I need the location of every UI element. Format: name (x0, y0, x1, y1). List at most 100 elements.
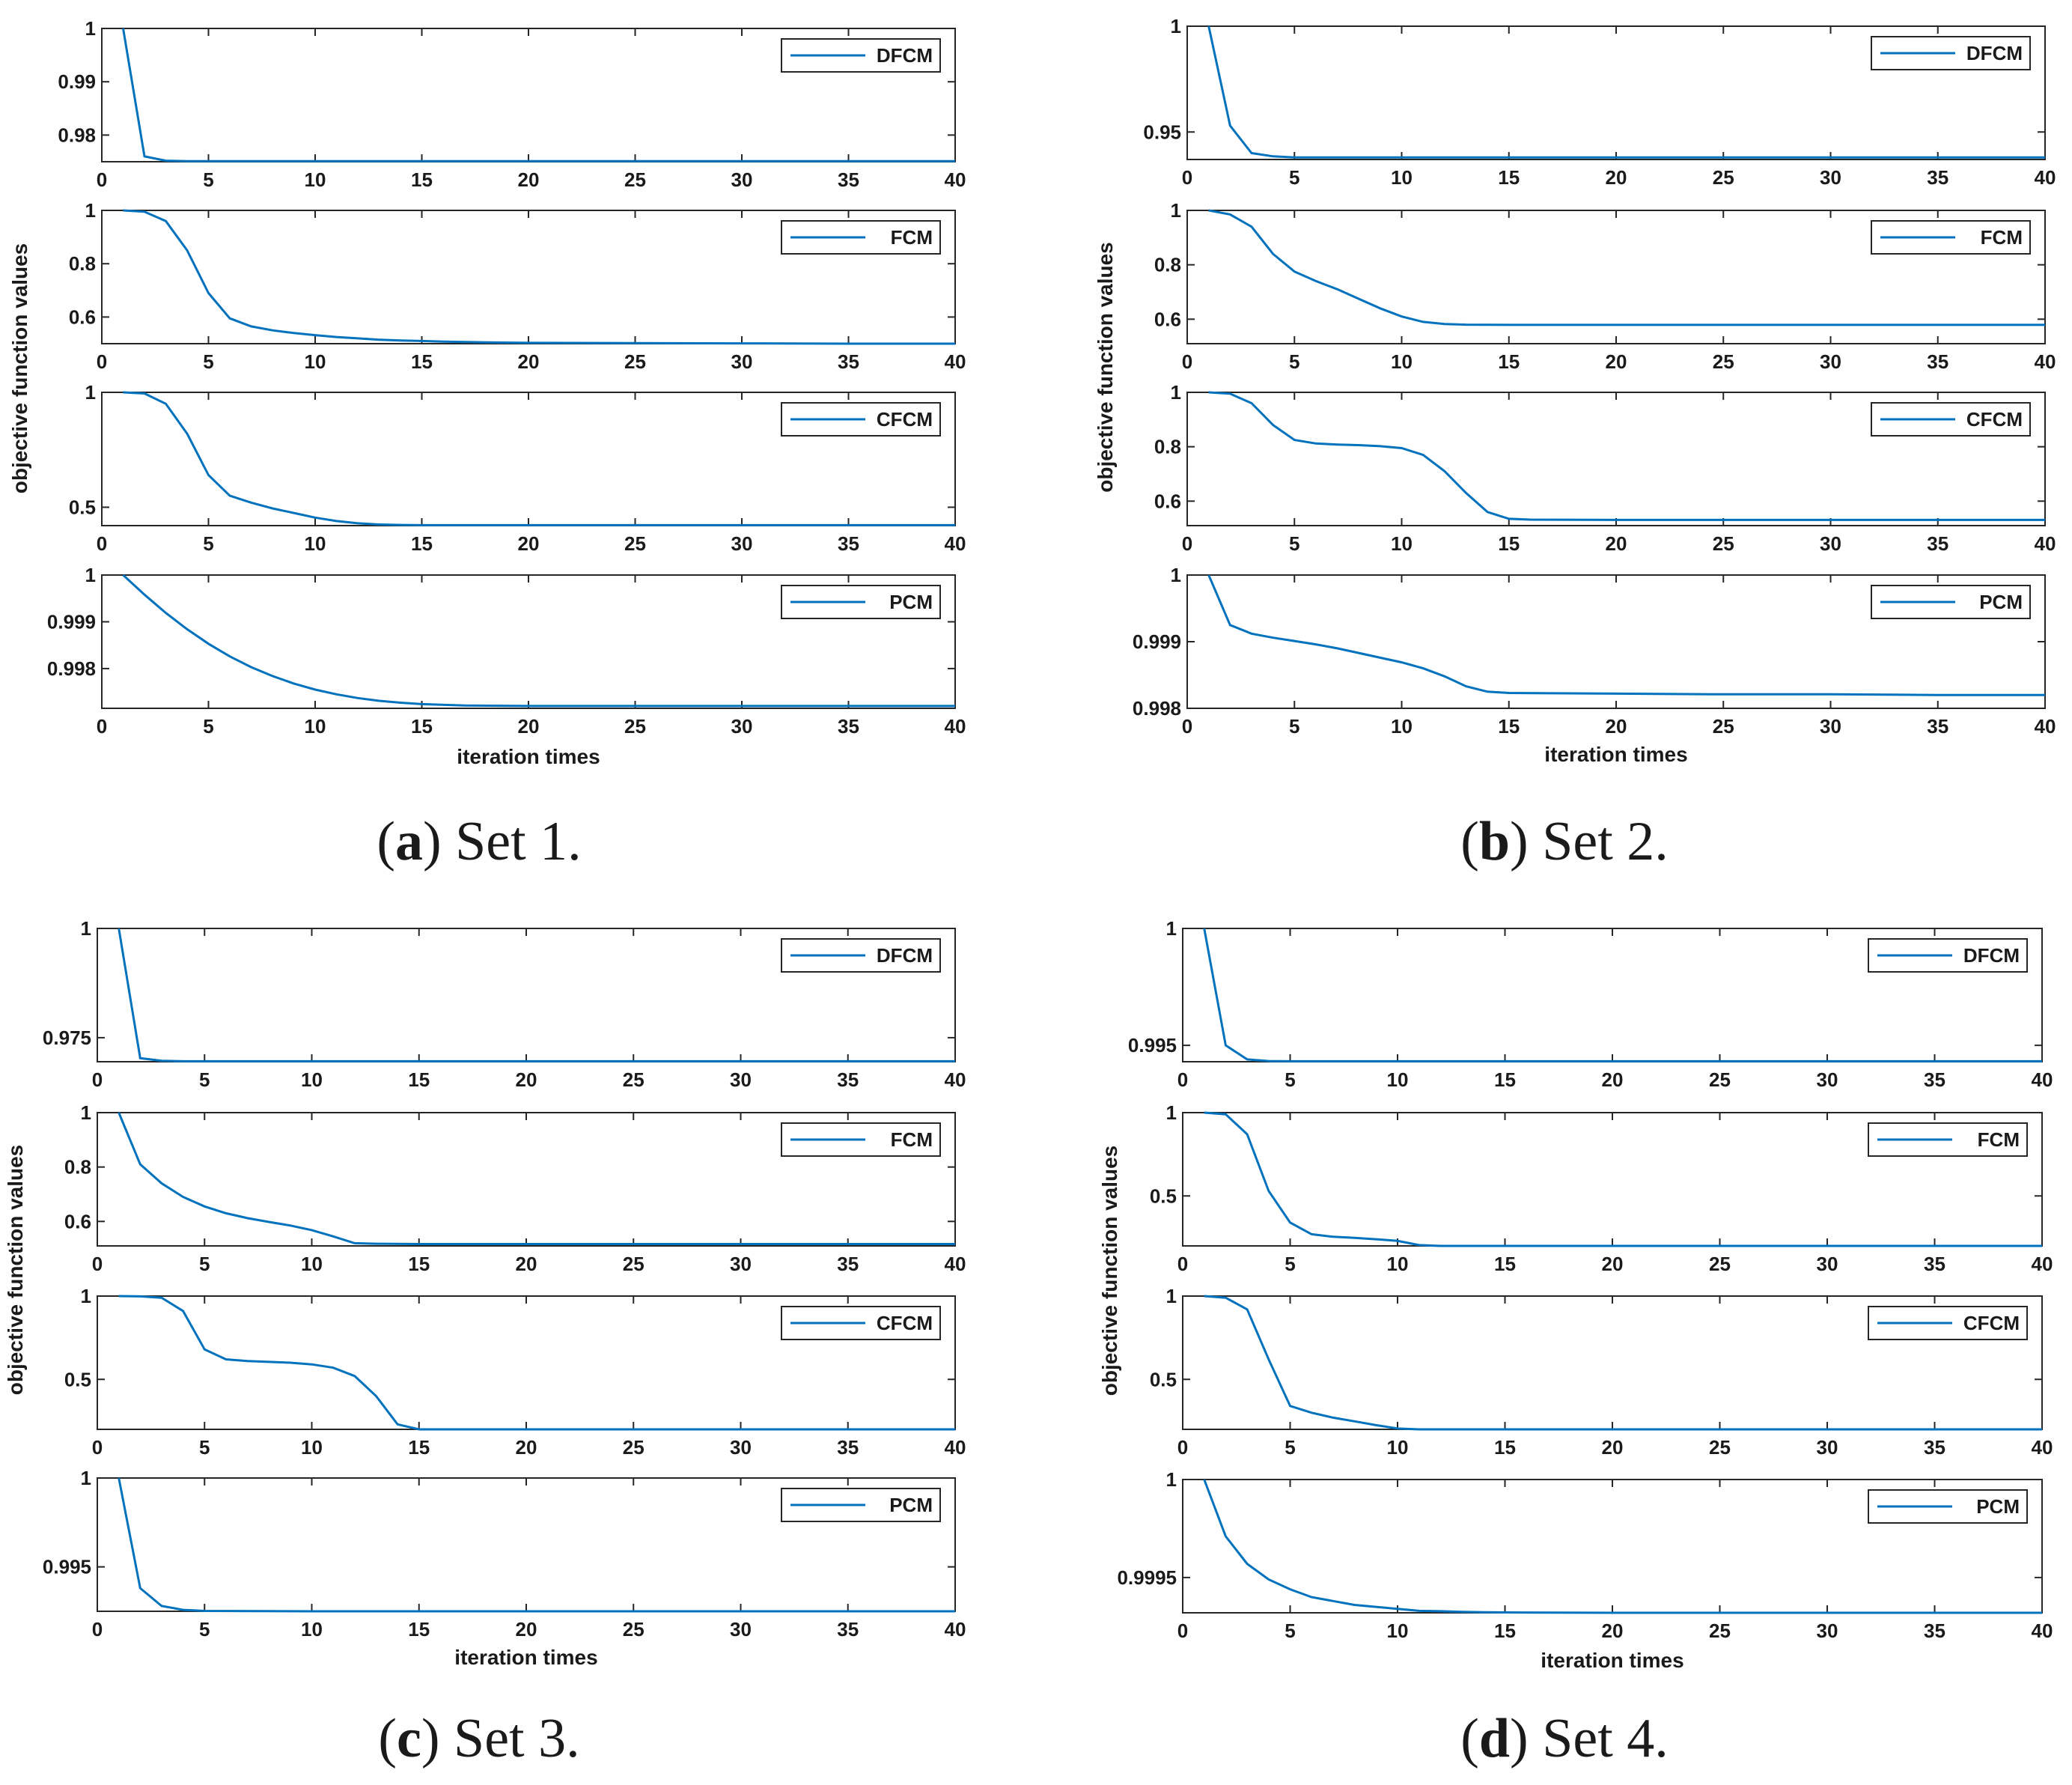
x-tick-label: 20 (1606, 532, 1627, 555)
x-tick-label: 30 (1820, 166, 1841, 189)
x-tick-label: 10 (305, 532, 326, 555)
x-tick-label: 10 (305, 350, 326, 373)
y-tick-label: 0.5 (1150, 1368, 1177, 1390)
x-tick-label: 15 (408, 1253, 430, 1275)
y-tick-label: 0.8 (1154, 254, 1181, 276)
x-tick-label: 30 (731, 350, 753, 373)
x-tick-label: 30 (731, 532, 753, 555)
x-tick-label: 15 (411, 532, 433, 555)
y-tick-label: 1 (1166, 917, 1177, 940)
x-tick-label: 5 (199, 1253, 210, 1275)
x-tick-label: 10 (301, 1436, 323, 1459)
y-tick-label: 1 (1166, 1285, 1177, 1307)
x-tick-label: 25 (624, 532, 646, 555)
x-tick-label: 15 (408, 1618, 430, 1640)
legend-label: DFCM (1963, 944, 2020, 967)
x-tick-label: 20 (518, 532, 540, 555)
y-tick-label: 1 (81, 917, 91, 940)
legend-label: PCM (889, 591, 933, 613)
x-tick-label: 10 (1387, 1620, 1409, 1642)
y-tick-label: 0.8 (64, 1156, 91, 1179)
x-tick-label: 40 (945, 532, 966, 555)
x-tick-label: 25 (624, 168, 646, 191)
x-tick-label: 0 (1182, 350, 1192, 373)
legend: FCM (1871, 220, 2031, 255)
x-axis-label: iteration times (457, 745, 600, 768)
legend-label: CFCM (877, 1312, 933, 1334)
x-tick-label: 5 (1289, 532, 1299, 555)
panel-dfcm: 0 5 10 15 20 25 30 35 40 0.995 1 DFCM (1128, 917, 2053, 1091)
legend: CFCM (781, 1306, 941, 1340)
y-tick-label: 1 (85, 381, 96, 404)
y-tick-label: 0.6 (69, 305, 96, 328)
y-tick-label: 0.8 (69, 252, 96, 275)
x-tick-label: 15 (408, 1068, 430, 1091)
x-tick-label: 5 (203, 350, 213, 373)
legend: DFCM (1871, 36, 2031, 70)
legend-label: DFCM (877, 44, 933, 67)
y-tick-label: 0.98 (58, 124, 96, 146)
x-tick-label: 0 (97, 715, 107, 738)
x-axis-label: iteration times (454, 1646, 597, 1669)
legend-label: CFCM (1963, 1312, 2020, 1334)
x-tick-label: 20 (1606, 715, 1627, 738)
x-tick-label: 0 (1177, 1620, 1188, 1642)
x-tick-label: 0 (1177, 1436, 1188, 1459)
legend: FCM (781, 1122, 941, 1157)
y-tick-label: 0.95 (1143, 121, 1181, 143)
series-line-pcm (118, 1477, 955, 1613)
x-tick-label: 40 (2032, 1436, 2053, 1459)
series-line-pcm (122, 574, 955, 708)
x-tick-label: 5 (199, 1436, 210, 1459)
x-tick-label: 20 (1606, 166, 1627, 189)
x-tick-label: 25 (623, 1068, 645, 1091)
y-tick-label: 1 (1171, 381, 1181, 404)
series-line-cfcm (1204, 1295, 2042, 1431)
x-tick-label: 30 (730, 1253, 752, 1275)
y-tick-label: 0.5 (1150, 1185, 1177, 1207)
x-tick-label: 0 (92, 1618, 103, 1640)
panel-fcm: 0 5 10 15 20 25 30 35 40 0.6 0.8 1 FCM (1154, 199, 2056, 373)
x-tick-label: 25 (624, 350, 646, 373)
legend: PCM (781, 1488, 941, 1522)
legend: PCM (781, 585, 941, 619)
x-tick-label: 5 (203, 715, 213, 738)
legend-label: CFCM (877, 408, 933, 431)
y-axis-label: objective function values (1094, 242, 1117, 493)
y-tick-label: 0.975 (43, 1027, 91, 1049)
x-tick-label: 25 (1709, 1436, 1731, 1459)
x-tick-label: 40 (945, 1253, 966, 1275)
x-tick-label: 25 (1709, 1253, 1731, 1275)
panel-cfcm: 0 5 10 15 20 25 30 35 40 0.5 1 CFCM (69, 381, 966, 555)
legend: PCM (1871, 585, 2031, 619)
x-tick-label: 35 (837, 1253, 859, 1275)
y-tick-label: 0.999 (1133, 630, 1181, 653)
series-line-dfcm (118, 928, 955, 1062)
y-tick-label: 0.6 (1154, 308, 1181, 330)
x-tick-label: 0 (1182, 715, 1192, 738)
series-line-fcm (123, 209, 955, 345)
x-tick-label: 25 (623, 1253, 645, 1275)
y-tick-label: 0.6 (1154, 490, 1181, 512)
series-line-fcm (1204, 1111, 2042, 1247)
x-tick-label: 35 (838, 168, 859, 191)
series-line-cfcm (1208, 391, 2045, 521)
legend: DFCM (781, 38, 941, 73)
x-axis-label: iteration times (1541, 1649, 1684, 1672)
panel-fcm: 0 5 10 15 20 25 30 35 40 0.6 0.8 1 FCM (69, 199, 966, 373)
x-tick-label: 0 (1177, 1068, 1188, 1091)
y-tick-label: 1 (1171, 15, 1181, 37)
y-tick-label: 1 (81, 1285, 91, 1307)
x-tick-label: 20 (1602, 1620, 1624, 1642)
x-tick-label: 40 (945, 350, 966, 373)
x-tick-label: 25 (1713, 715, 1734, 738)
x-tick-label: 40 (2035, 715, 2056, 738)
y-tick-label: 0.998 (47, 657, 96, 680)
legend: PCM (1868, 1489, 2028, 1524)
y-tick-label: 1 (81, 1467, 91, 1489)
y-tick-label: 1 (1171, 564, 1181, 586)
y-tick-label: 0.999 (47, 610, 96, 633)
x-tick-label: 30 (730, 1618, 752, 1640)
